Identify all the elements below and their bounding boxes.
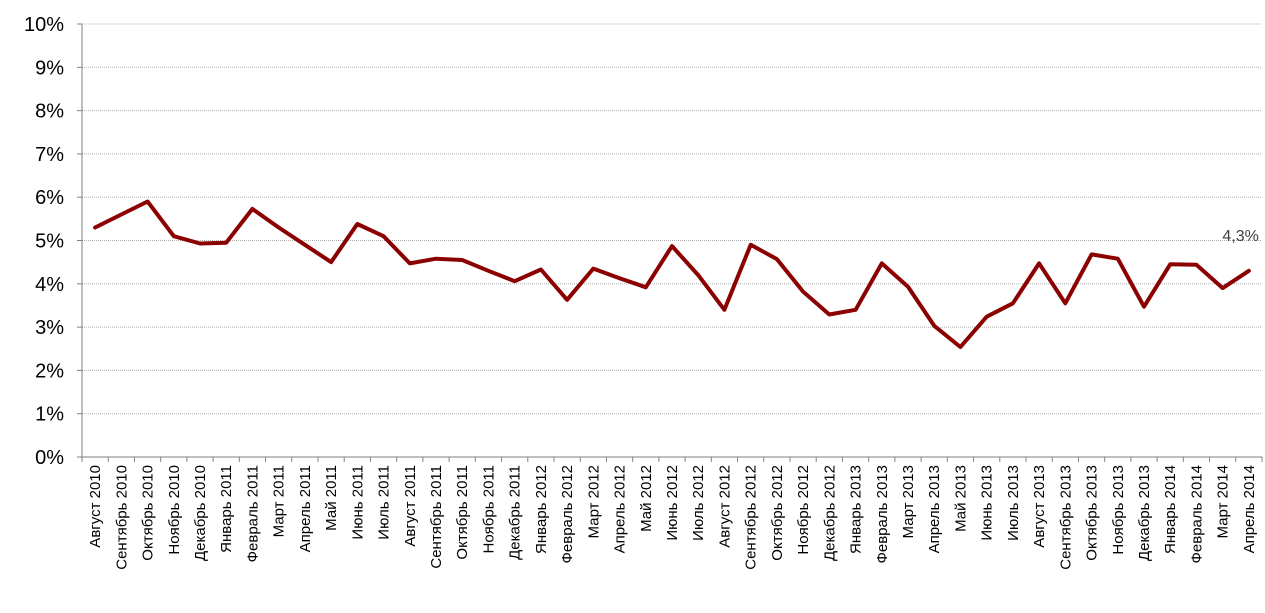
x-tick-label: Май 2011 — [323, 465, 340, 531]
x-tick-label: Апрель 2014 — [1241, 465, 1258, 553]
y-tick-label: 7% — [35, 144, 64, 166]
y-tick-label: 9% — [35, 57, 64, 79]
x-tick-label: Сентябрь 2011 — [428, 465, 445, 569]
x-tick-label: Февраль 2013 — [874, 465, 891, 564]
y-tick-label: 5% — [35, 231, 64, 253]
y-tick-label: 2% — [35, 360, 64, 382]
x-tick-label: Октябрь 2013 — [1084, 465, 1101, 561]
x-tick-label: Сентябрь 2013 — [1057, 465, 1074, 570]
y-tick-label: 6% — [35, 187, 64, 209]
x-tick-label: Август 2010 — [87, 465, 104, 548]
x-tick-label: Май 2013 — [952, 465, 969, 532]
x-tick-label: Ноябрь 2012 — [795, 465, 812, 555]
x-tick-label: Январь 2011 — [218, 465, 235, 553]
x-tick-label: Ноябрь 2013 — [1110, 465, 1127, 555]
gridlines — [82, 23, 1262, 415]
x-tick-label: Январь 2014 — [1162, 465, 1179, 554]
x-tick-label: Октябрь 2012 — [769, 465, 786, 561]
x-tick-label: Июнь 2012 — [664, 465, 681, 541]
x-tick-label: Апрель 2011 — [297, 465, 314, 552]
y-tick-label: 10% — [24, 14, 64, 36]
x-tick-label: Июль 2013 — [1005, 465, 1022, 541]
x-tick-label: Январь 2012 — [533, 465, 550, 554]
x-tick-label: Июнь 2013 — [979, 465, 996, 541]
x-tick-label: Апрель 2012 — [612, 465, 629, 553]
y-tick-label: 0% — [35, 447, 64, 469]
x-tick-label: Июль 2011 — [376, 465, 393, 540]
x-tick-label: Май 2012 — [638, 465, 655, 532]
y-tick-label: 8% — [35, 101, 64, 123]
y-tick-label: 1% — [35, 404, 64, 426]
x-tick-label: Июнь 2011 — [349, 465, 366, 540]
x-tick-label: Ноябрь 2010 — [166, 465, 183, 555]
x-tick-label: Февраль 2012 — [559, 465, 576, 564]
x-tick-label: Август 2012 — [716, 465, 733, 548]
data-labels: 4,3% — [1222, 228, 1258, 245]
x-tick-label: Декабрь 2013 — [1136, 465, 1153, 561]
x-tick-labels: Август 2010 Сентябрь 2010 Октябрь 2010 Нояб… — [87, 465, 1258, 570]
x-tick-label: Март 2013 — [900, 465, 917, 538]
x-tick-label: Октябрь 2011 — [454, 465, 471, 560]
y-tick-labels: 0% 1% 2% 3% 4% 5% 6% 7% 8% 9% 10% — [24, 14, 64, 469]
x-tick-label: Июль 2012 — [690, 465, 707, 541]
axes — [77, 23, 1263, 462]
x-tick-label: Апрель 2013 — [926, 465, 943, 553]
y-tick-label: 4% — [35, 274, 64, 296]
x-tick-label: Октябрь 2010 — [140, 465, 157, 561]
series-lines — [93, 199, 1251, 349]
x-tick-label: Март 2011 — [271, 465, 288, 537]
x-tick-label: Февраль 2011 — [244, 465, 261, 562]
x-tick-label: Ноябрь 2011 — [480, 465, 497, 553]
x-tick-label: Август 2011 — [402, 465, 419, 547]
x-tick-label: Декабрь 2012 — [821, 465, 838, 561]
x-tick-label: Декабрь 2010 — [192, 465, 209, 561]
series-line — [93, 199, 1251, 349]
x-tick-label: Сентябрь 2012 — [743, 465, 760, 570]
x-tick-label: Март 2012 — [585, 465, 602, 538]
x-tick-label: Август 2013 — [1031, 465, 1048, 548]
x-tick-label: Январь 2013 — [848, 465, 865, 554]
x-tick-label: Февраль 2014 — [1188, 465, 1205, 564]
x-tick-label: Март 2014 — [1215, 465, 1232, 538]
x-tick-label: Сентябрь 2010 — [113, 465, 130, 570]
data-label: 4,3% — [1222, 228, 1258, 245]
x-tick-label: Декабрь 2011 — [507, 465, 524, 560]
y-tick-label: 3% — [35, 317, 64, 339]
